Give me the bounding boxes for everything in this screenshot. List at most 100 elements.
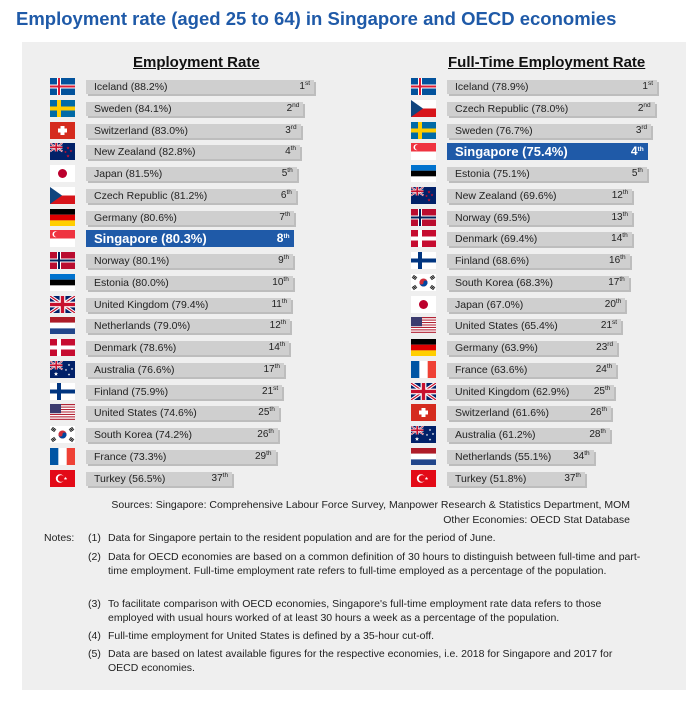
bar-label: France (73.3%): [94, 450, 167, 463]
bar-label: Switzerland (83.0%): [94, 124, 188, 137]
bar-label: Iceland (78.9%): [455, 81, 529, 93]
row-sweden: Sweden (84.1%) 2nd: [50, 99, 320, 117]
row-japan: Japan (81.5%) 5th: [50, 165, 320, 182]
row-australia: Australia (61.2%) 28th: [410, 425, 663, 443]
flag-singapore-icon: [411, 143, 436, 161]
bar-label: Japan (81.5%): [94, 168, 163, 180]
row-south-korea: South Korea (68.3%) 17th: [411, 273, 663, 291]
row-germany: Germany (63.9%) 23rd: [411, 339, 663, 356]
row-sweden: Sweden (76.7%) 3rd: [411, 121, 663, 139]
rank-label: 17th: [263, 362, 281, 375]
rank-label: 20th: [604, 297, 622, 310]
bar-united-states: [86, 406, 279, 421]
rank-label: 37th: [211, 471, 229, 484]
rank-label: 6th: [280, 188, 292, 201]
bar-label: New Zealand (82.8%): [94, 146, 196, 159]
flag-czech-icon: [411, 99, 436, 117]
rank-label: 4th: [285, 145, 297, 158]
row-germany: Germany (80.6%) 7th: [50, 208, 320, 226]
bar-label: United States (74.6%): [94, 407, 197, 420]
row-estonia: Estonia (80.0%) 10th: [50, 273, 320, 291]
row-turkey: Turkey (51.8%) 37th: [411, 469, 663, 487]
bar-france: [86, 449, 276, 464]
row-switzerland: Switzerland (83.0%) 3rd: [50, 121, 320, 139]
flag-france-icon: [411, 360, 436, 378]
bar-norway: [86, 254, 294, 268]
bar-label: Singapore (75.4%): [455, 144, 568, 160]
row-netherlands: Netherlands (79.0%) 12th: [50, 317, 320, 335]
fulltime-employment-rate-chart: Iceland (78.9%) 1st Czech Republic (78.0%)…: [410, 78, 657, 498]
flag-estonia-icon: [411, 165, 436, 182]
flag-denmark-icon: [50, 339, 75, 356]
row-denmark: Denmark (78.6%) 14th: [50, 339, 320, 356]
flag-norway-icon: [411, 208, 436, 226]
rank-label: 4th: [630, 144, 644, 159]
rank-label: 3rd: [635, 123, 648, 136]
rank-label: 17th: [608, 275, 625, 288]
flag-czech-icon: [50, 186, 75, 204]
flag-denmark-icon: [411, 230, 436, 248]
row-denmark: Denmark (69.4%) 14th: [411, 230, 663, 248]
note-5: (5) Data are based on latest available f…: [88, 648, 644, 675]
row-norway: Norway (69.5%) 13th: [411, 208, 663, 226]
bar-turkey: [447, 471, 585, 486]
rank-label: 24th: [595, 362, 613, 375]
row-south-korea: South Korea (74.2%) 26th: [50, 426, 320, 443]
rank-label: 28th: [589, 428, 606, 440]
bar-label: Czech Republic (81.2%): [94, 189, 208, 202]
bar-label: Sweden (84.1%): [94, 102, 172, 115]
bar-united-kingdom: [447, 384, 615, 399]
bar-japan: [86, 167, 297, 181]
bar-label: Czech Republic (78.0%): [455, 102, 569, 115]
bar-germany: [447, 341, 618, 355]
note-text: Data for Singapore pertain to the reside…: [108, 532, 496, 544]
bar-south-korea: [447, 275, 629, 290]
bar-label: United States (65.4%): [455, 320, 558, 333]
row-france: France (73.3%) 29th: [50, 447, 320, 465]
bar-label: Singapore (80.3%): [94, 231, 207, 247]
flag-norway-icon: [50, 252, 75, 269]
bar-label: United Kingdom (79.4%): [94, 298, 209, 311]
rank-label: 1st: [299, 80, 310, 92]
rank-label: 25th: [258, 406, 275, 419]
bar-netherlands: [86, 319, 291, 334]
row-iceland: Iceland (88.2%) 1st: [50, 78, 320, 95]
bar-label: South Korea (74.2%): [94, 429, 193, 441]
rank-label: 29th: [254, 449, 272, 462]
rank-label: 14th: [268, 341, 286, 353]
flag-finland-icon: [50, 382, 75, 400]
note-1: (1) Data for Singapore pertain to the re…: [88, 532, 644, 546]
bar-netherlands: [447, 449, 594, 464]
bar-label: Australia (61.2%): [455, 429, 536, 441]
flag-australia-icon: [410, 425, 436, 443]
flag-iceland-icon: [50, 78, 75, 95]
bar-norway: [447, 210, 632, 225]
bar-label: Iceland (88.2%): [94, 81, 168, 93]
bar-label: South Korea (68.3%): [455, 276, 554, 289]
rank-label: 34th: [573, 449, 590, 462]
rank-label: 16th: [609, 254, 626, 266]
flag-netherlands-icon: [411, 447, 436, 465]
note-text: Data are based on latest available figur…: [108, 648, 613, 674]
row-australia: Australia (76.6%) 17th: [49, 360, 320, 378]
bar-singapore: [447, 143, 648, 161]
note-text: Data for OECD economies are based on a c…: [108, 551, 641, 577]
rank-label: 1st: [642, 80, 653, 92]
rank-label: 5th: [631, 167, 643, 179]
bar-label: New Zealand (69.6%): [455, 189, 557, 202]
note-text: To facilitate comparison with OECD econo…: [108, 598, 602, 624]
row-finland: Finland (68.6%) 16th: [411, 252, 663, 269]
row-united-states: United States (74.6%) 25th: [50, 404, 320, 421]
row-norway: Norway (80.1%) 9th: [50, 252, 320, 269]
note-text: Full-time employment for United States i…: [108, 630, 435, 642]
rank-label: 26th: [257, 428, 274, 440]
row-united-states: United States (65.4%) 21st: [411, 317, 663, 334]
bar-label: Denmark (78.6%): [94, 342, 177, 354]
flag-new-zealand-icon: [49, 142, 75, 161]
flag-uk-icon: [410, 381, 437, 401]
rank-label: 3rd: [285, 123, 297, 136]
flag-france-icon: [50, 447, 75, 465]
bar-label: Switzerland (61.6%): [455, 407, 549, 420]
row-singapore: Singapore (75.4%) 4th: [411, 143, 663, 161]
bar-label: Turkey (51.8%): [455, 472, 527, 485]
